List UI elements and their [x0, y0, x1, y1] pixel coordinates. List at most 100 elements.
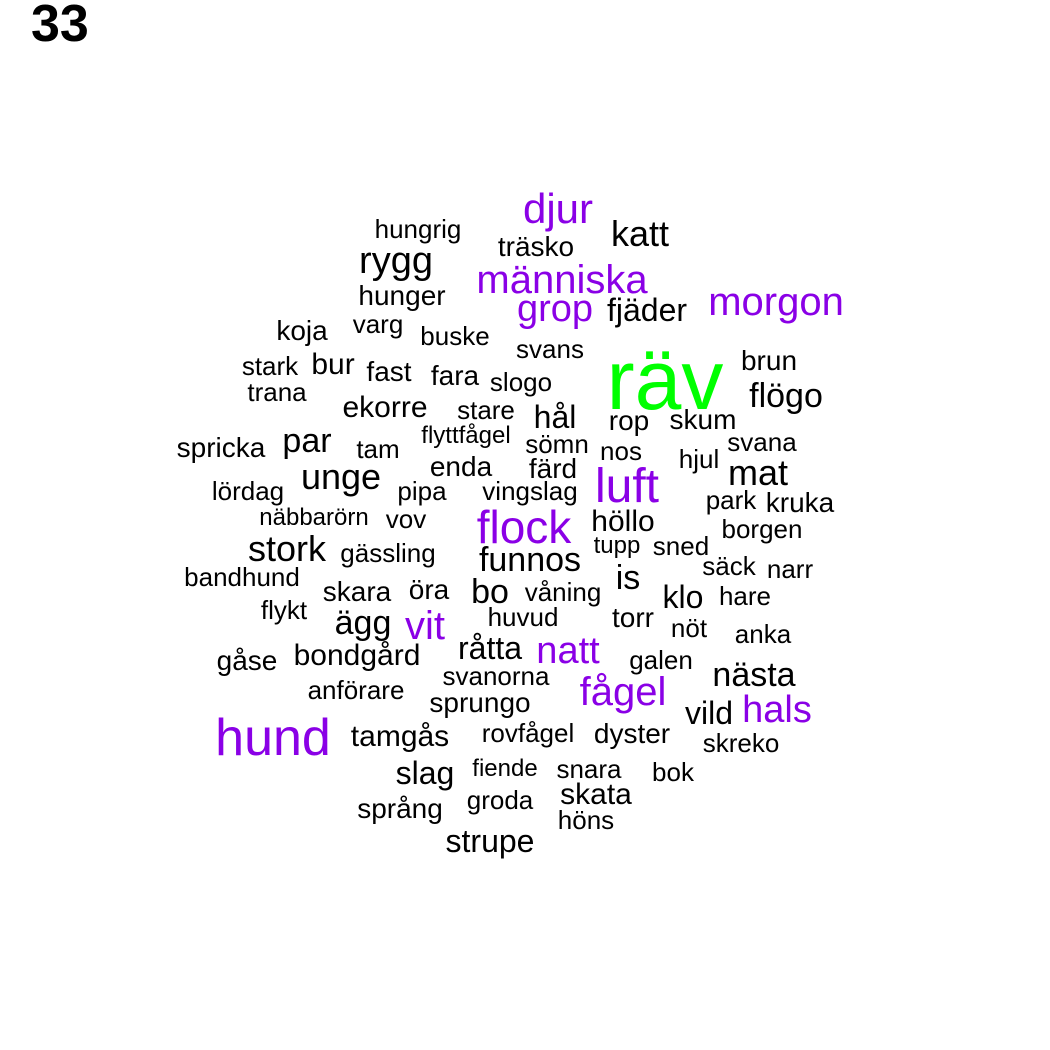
cloud-word: buske: [420, 321, 490, 351]
cloud-word: huvud: [487, 602, 559, 632]
cloud-word: snara: [556, 754, 622, 784]
cloud-word: fiende: [472, 755, 538, 782]
cloud-word: gåse: [216, 645, 278, 676]
cloud-word: hunger: [358, 280, 446, 311]
cloud-word: slogo: [489, 367, 553, 397]
cloud-word: fågel: [579, 670, 667, 714]
cloud-word: par: [282, 422, 332, 460]
cloud-word: stork: [247, 528, 327, 569]
cloud-word: tam: [356, 434, 400, 464]
cloud-word: människa: [476, 258, 648, 302]
cloud-word: koja: [276, 315, 328, 346]
cloud-word: bok: [652, 757, 694, 787]
cloud-word: skara: [322, 576, 392, 607]
cloud-word: svanorna: [442, 661, 550, 691]
cloud-word: höllo: [591, 505, 655, 538]
cloud-word: skum: [669, 404, 737, 435]
cloud-word: park: [705, 485, 757, 515]
cloud-word: trana: [247, 377, 307, 407]
cloud-word: öra: [408, 574, 450, 605]
cloud-word: grop: [516, 288, 594, 330]
cloud-word: anka: [734, 619, 792, 649]
cloud-word: klo: [662, 579, 704, 615]
cloud-word: hals: [742, 689, 812, 731]
cloud-word: flykt: [260, 595, 308, 625]
cloud-word: vingslag: [482, 476, 578, 506]
cloud-word: hungrig: [374, 214, 462, 244]
cloud-word: tamgås: [350, 720, 450, 753]
cloud-word: slag: [395, 755, 455, 791]
cloud-word: hare: [718, 581, 772, 611]
cloud-word: rovfågel: [481, 718, 575, 748]
cloud-word: morgon: [708, 280, 844, 324]
cloud-word: höns: [557, 805, 615, 835]
cloud-word: sömn: [525, 429, 589, 459]
cloud-word: strupe: [445, 823, 535, 859]
cloud-word: natt: [536, 630, 600, 672]
cloud-word: svans: [516, 334, 584, 364]
cloud-word: kruka: [765, 487, 835, 518]
cloud-word: borgen: [721, 514, 803, 544]
cloud-word: mat: [727, 452, 789, 493]
cloud-word: hund: [215, 709, 331, 767]
cloud-word: narr: [766, 554, 814, 584]
cloud-word: bur: [311, 348, 355, 381]
cloud-word: brun: [740, 345, 798, 376]
cloud-word: bandhund: [184, 562, 300, 592]
cloud-word: säck: [702, 551, 756, 581]
cloud-word: rop: [608, 405, 650, 436]
cloud-word: hjul: [678, 444, 720, 474]
cloud-word: flögo: [749, 377, 823, 415]
cloud-word: luft: [594, 460, 660, 513]
cloud-word: djur: [522, 185, 594, 232]
cloud-word: ägg: [334, 604, 392, 642]
cloud-word: träsko: [497, 231, 575, 262]
cloud-word: vit: [405, 604, 445, 648]
cloud-word: is: [615, 559, 641, 597]
cloud-word: stark: [241, 351, 299, 381]
cloud-word: bondgård: [293, 639, 421, 672]
cloud-word: flyttfågel: [421, 422, 511, 449]
cloud-word: funnos: [478, 541, 582, 579]
cloud-word: språng: [357, 793, 443, 824]
cloud-word: lördag: [211, 476, 285, 506]
cloud-word: katt: [610, 213, 670, 254]
cloud-word: färd: [528, 453, 578, 484]
cloud-word: räv: [606, 333, 724, 427]
cloud-word: galen: [629, 645, 693, 675]
cloud-word: sprungo: [429, 687, 531, 718]
cloud-word: hål: [533, 399, 577, 435]
cloud-word: rygg: [359, 240, 433, 282]
cloud-word: stare: [457, 395, 515, 425]
cloud-word: fara: [430, 360, 480, 391]
cloud-word: anförare: [307, 675, 405, 705]
cloud-word: råtta: [457, 630, 523, 666]
cloud-word: skata: [560, 778, 632, 811]
cloud-word: nästa: [712, 656, 796, 694]
cloud-word: unge: [300, 456, 382, 497]
cloud-word: spricka: [176, 432, 266, 463]
cloud-word: groda: [466, 785, 534, 815]
cloud-word: nöt: [670, 613, 708, 643]
cloud-word: tupp: [593, 532, 641, 559]
cloud-word: vild: [684, 695, 734, 731]
cloud-word: våning: [524, 577, 602, 607]
cloud-word: fjäder: [606, 292, 688, 328]
cloud-word: varg: [352, 309, 404, 339]
cloud-word: svana: [727, 427, 797, 457]
cloud-word: flock: [476, 501, 572, 553]
cloud-word: enda: [429, 451, 493, 482]
cloud-word: nos: [600, 436, 642, 466]
cloud-word: skreko: [702, 728, 780, 758]
cloud-word: ekorre: [342, 391, 428, 424]
cloud-word: gässling: [340, 538, 436, 568]
cloud-word: torr: [612, 602, 654, 633]
cloud-word: vov: [385, 504, 427, 534]
cloud-word: bo: [471, 573, 509, 611]
cloud-word: pipa: [397, 476, 447, 506]
cloud-word: näbbarörn: [259, 504, 369, 531]
cloud-word: dyster: [593, 718, 671, 749]
cloud-word: fast: [366, 356, 412, 387]
cloud-word: sned: [652, 531, 710, 561]
